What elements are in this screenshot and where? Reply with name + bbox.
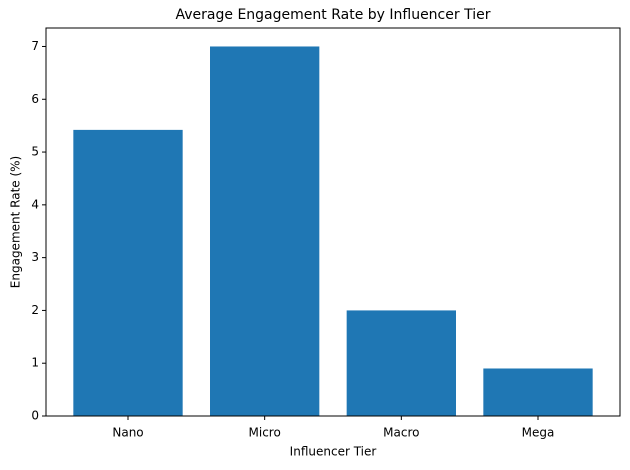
y-tick-label: 4	[31, 197, 39, 211]
y-tick-label: 7	[31, 39, 39, 53]
y-tick-label: 1	[31, 356, 39, 370]
x-tick-label: Macro	[383, 426, 419, 440]
y-tick-label: 0	[31, 409, 39, 423]
y-tick-label: 5	[31, 145, 39, 159]
bar	[73, 129, 183, 416]
y-tick-label: 3	[31, 250, 39, 264]
y-tick-label: 6	[31, 92, 39, 106]
x-axis-label: Influencer Tier	[290, 445, 377, 459]
x-tick-label: Mega	[522, 426, 555, 440]
chart-title: Average Engagement Rate by Influencer Ti…	[176, 7, 491, 23]
y-axis-label: Engagement Rate (%)	[9, 156, 23, 288]
plot-frame	[45, 27, 621, 417]
bar	[483, 368, 593, 416]
x-tick-label: Micro	[249, 426, 281, 440]
y-tick-label: 2	[31, 303, 39, 317]
bar	[346, 310, 456, 416]
x-tick-label: Nano	[112, 426, 143, 440]
bar	[210, 46, 320, 416]
